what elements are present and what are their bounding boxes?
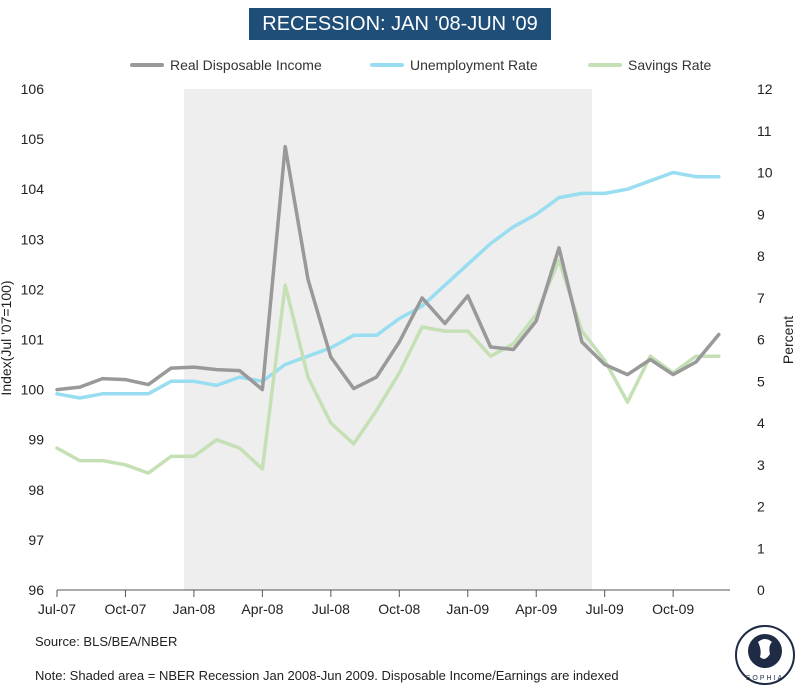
x-tick-label: Jan-08: [173, 601, 216, 617]
y-right-tick-label: 8: [757, 248, 765, 264]
recession-shading: [183, 89, 592, 590]
y-left-tick-label: 105: [21, 131, 45, 147]
y-left-tick-label: 99: [28, 432, 44, 448]
y-right-tick-label: 3: [757, 457, 765, 473]
legend-swatch-unemployment-rate: [370, 63, 404, 67]
x-tick-label: Jan-09: [446, 601, 489, 617]
y-right-tick-label: 5: [757, 373, 765, 389]
legend-swatch-savings-rate: [588, 63, 622, 67]
legend-label-savings-rate: Savings Rate: [628, 57, 712, 73]
y-left-tick-label: 106: [21, 81, 45, 97]
y-left-tick-label: 98: [28, 482, 44, 498]
legend-swatch-real-disposable-income: [130, 63, 164, 67]
y-left-tick-label: 102: [21, 281, 45, 297]
y-right-tick-label: 2: [757, 499, 765, 515]
x-tick-label: Oct-07: [104, 601, 146, 617]
legend-label-real-disposable-income: Real Disposable Income: [170, 57, 322, 73]
y-left-axis-label: Index(Jul '07=100): [0, 280, 14, 395]
y-left-tick-label: 97: [28, 532, 44, 548]
x-tick-label: Jul-09: [586, 601, 624, 617]
y-right-axis-label: Percent: [780, 316, 796, 364]
y-left-tick-label: 100: [21, 382, 45, 398]
y-left-tick-label: 104: [21, 181, 45, 197]
series-line-unemployment-rate: [55, 170, 721, 400]
logo-text: SOPHIA: [746, 675, 784, 682]
sophia-logo: SOPHIA: [735, 625, 795, 685]
x-tick-label: Oct-08: [378, 601, 420, 617]
x-tick-label: Jul-07: [38, 601, 76, 617]
y-right-tick-label: 1: [757, 540, 765, 556]
x-tick-label: Oct-09: [652, 601, 694, 617]
y-left-tick-label: 103: [21, 231, 45, 247]
y-right-tick-label: 7: [757, 290, 765, 306]
title-background: [249, 8, 551, 40]
legend-item-savings-rate: Savings Rate: [588, 54, 711, 76]
legend-item-real-disposable-income: Real Disposable Income: [130, 54, 322, 76]
source-note: Source: BLS/BEA/NBER: [35, 634, 178, 649]
series-line-real-disposable-income: [55, 144, 721, 392]
chart-title: RECESSION: JAN '08-JUN '09: [262, 13, 538, 35]
x-tick-label: Apr-09: [515, 601, 557, 617]
y-right-tick-label: 4: [757, 415, 765, 431]
y-right-tick-label: 12: [757, 81, 773, 97]
footnote: Note: Shaded area = NBER Recession Jan 2…: [35, 668, 619, 683]
legend: Real Disposable Income Unemployment Rate…: [0, 54, 803, 76]
y-right-tick-label: 6: [757, 332, 765, 348]
y-right-tick-label: 0: [757, 582, 765, 598]
y-left-tick-label: 96: [28, 582, 44, 598]
legend-item-unemployment-rate: Unemployment Rate: [370, 54, 538, 76]
y-left-tick-label: 101: [21, 332, 45, 348]
x-tick-label: Apr-08: [241, 601, 283, 617]
y-right-tick-label: 9: [757, 206, 765, 222]
legend-label-unemployment-rate: Unemployment Rate: [410, 57, 538, 73]
y-right-tick-label: 10: [757, 165, 773, 181]
y-right-tick-label: 11: [757, 123, 772, 139]
x-tick-label: Jul-08: [312, 601, 350, 617]
